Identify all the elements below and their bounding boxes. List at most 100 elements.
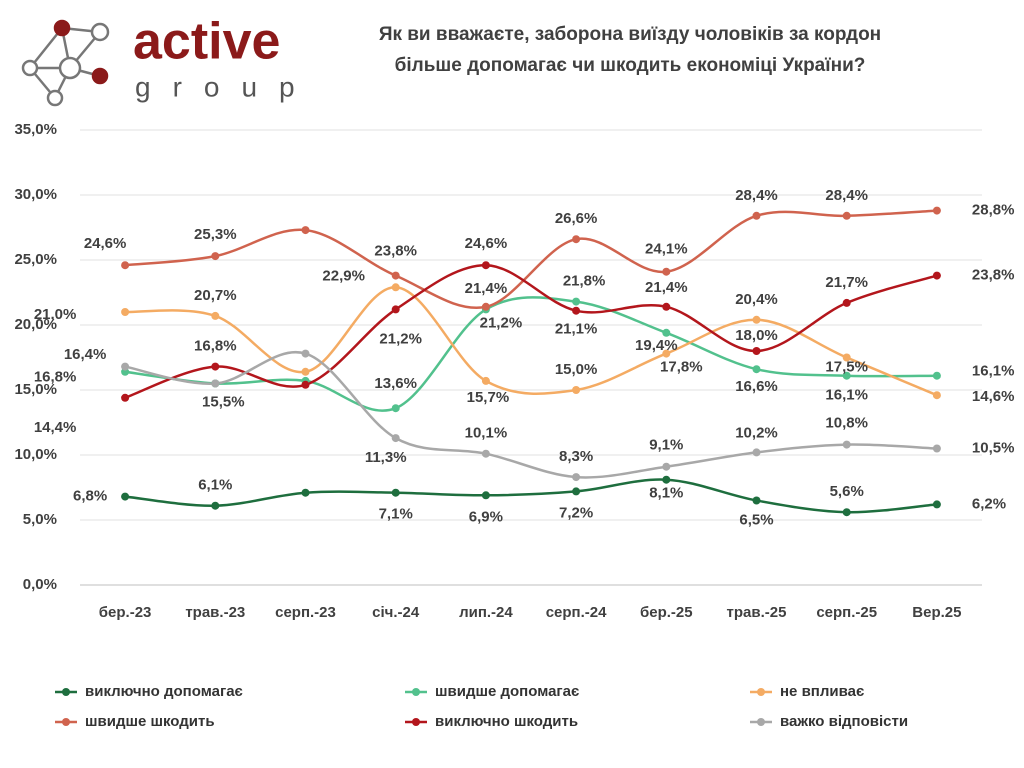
point <box>481 376 490 385</box>
legend-marker <box>757 688 765 696</box>
data-label: 15,7% <box>467 389 510 406</box>
y-tick-label: 5,0% <box>23 511 57 528</box>
data-label: 7,2% <box>559 504 593 521</box>
point <box>391 283 400 292</box>
x-tick-label: бер.-23 <box>99 604 152 621</box>
y-tick-label: 25,0% <box>14 251 57 268</box>
data-label: 21,4% <box>465 280 508 297</box>
x-tick-label: серп.-25 <box>816 604 877 621</box>
x-tick-label: трав.-25 <box>727 604 787 621</box>
point <box>481 302 490 311</box>
legend-marker <box>412 688 420 696</box>
data-label: 28,4% <box>735 187 778 204</box>
data-label: 25,3% <box>194 226 237 243</box>
point <box>301 367 310 376</box>
y-tick-label: 0,0% <box>23 576 57 593</box>
data-label: 13,6% <box>374 375 417 392</box>
logo-icon <box>21 19 110 107</box>
y-tick-label: 20,0% <box>14 316 57 333</box>
data-label: 21,7% <box>825 274 868 291</box>
point <box>121 308 130 316</box>
data-label: 7,1% <box>379 506 413 523</box>
point <box>932 444 941 453</box>
x-tick-label: серп.-24 <box>546 604 607 621</box>
data-label: 9,1% <box>649 437 683 454</box>
series-line <box>124 350 937 479</box>
point <box>752 448 761 457</box>
legend-label: важко відповісти <box>780 713 908 730</box>
legend-marker <box>62 718 70 726</box>
point <box>211 311 220 320</box>
x-tick-label: трав.-23 <box>185 604 245 621</box>
x-tick-label: серп.-23 <box>275 604 336 621</box>
point <box>662 462 671 471</box>
point <box>662 349 671 358</box>
point <box>572 297 581 306</box>
data-label: 6,8% <box>73 488 107 505</box>
data-label: 16,6% <box>735 378 778 395</box>
chart-title: більше допомагає чи шкодить економіці Ук… <box>395 55 866 76</box>
point <box>391 305 400 314</box>
point <box>301 488 310 497</box>
data-label: 15,0% <box>555 361 598 378</box>
data-label: 24,6% <box>84 235 127 252</box>
point <box>391 488 400 497</box>
point <box>391 404 400 413</box>
point <box>752 496 761 505</box>
data-label: 16,8% <box>194 338 237 355</box>
point <box>481 491 490 500</box>
data-label: 24,1% <box>645 241 688 258</box>
y-tick-label: 35,0% <box>14 121 57 138</box>
point <box>572 386 581 394</box>
point <box>842 371 851 380</box>
data-label: 16,1% <box>972 363 1015 380</box>
point <box>842 353 851 362</box>
series-line <box>125 286 938 397</box>
logo-brand: active <box>133 13 280 71</box>
y-tick-label: 15,0% <box>14 381 57 398</box>
data-label: 8,1% <box>649 485 683 502</box>
data-label: 21,2% <box>480 314 523 331</box>
point <box>752 315 761 324</box>
data-label: 16,8% <box>34 369 77 386</box>
x-tick-label: Вер.25 <box>912 604 961 621</box>
legend-marker <box>62 688 70 696</box>
x-tick-label: бер.-25 <box>640 604 693 621</box>
data-label: 21,2% <box>379 330 422 347</box>
data-label: 6,5% <box>739 511 773 528</box>
point <box>121 261 130 270</box>
data-label: 28,8% <box>972 202 1015 219</box>
data-label: 18,0% <box>735 327 778 344</box>
point <box>391 434 400 443</box>
point <box>121 393 130 402</box>
point <box>121 362 130 371</box>
x-tick-label: січ.-24 <box>372 604 420 621</box>
point <box>752 347 761 355</box>
data-label: 23,8% <box>374 243 417 260</box>
data-label: 22,9% <box>322 267 365 284</box>
point <box>301 226 310 235</box>
point <box>752 211 761 220</box>
point <box>842 211 851 220</box>
data-label: 10,5% <box>972 439 1015 456</box>
data-label: 21,1% <box>555 321 598 338</box>
logo-sub: group <box>135 71 317 102</box>
data-label: 6,1% <box>198 477 232 494</box>
legend-label: виключно шкодить <box>435 713 578 730</box>
point <box>572 235 581 244</box>
data-label: 17,5% <box>825 358 868 375</box>
point <box>842 508 851 517</box>
point <box>121 492 130 501</box>
point <box>481 449 490 458</box>
point <box>932 271 941 280</box>
point <box>932 371 941 380</box>
data-label: 20,4% <box>735 291 778 308</box>
point <box>211 252 220 261</box>
point <box>662 302 671 311</box>
point <box>662 328 671 337</box>
data-label: 21,0% <box>34 306 77 323</box>
x-tick-label: лип.-24 <box>459 604 513 621</box>
data-label: 11,3% <box>365 449 407 466</box>
point <box>572 306 581 315</box>
legend-label: виключно допомагає <box>85 683 243 700</box>
